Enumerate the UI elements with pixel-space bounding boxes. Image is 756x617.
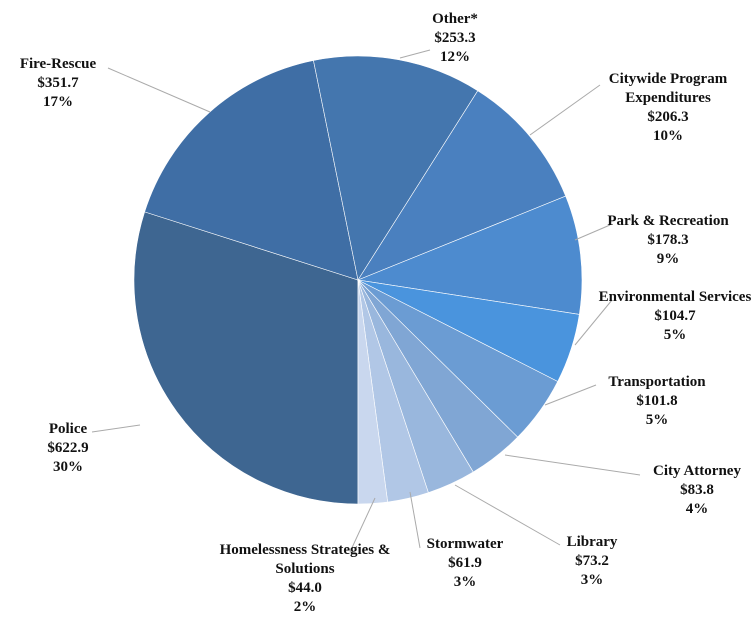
percent-label: 2% — [293, 599, 317, 615]
leader-line — [349, 497, 376, 553]
category-label: Fire-Rescue — [19, 56, 97, 72]
pie-slice — [313, 55, 479, 281]
category-label: City Attorney — [653, 463, 741, 479]
slice-label: Stormwater $61.9 3% — [375, 535, 555, 592]
percent-label: 30% — [53, 459, 83, 475]
slice-label: Citywide Program Expenditures $206.3 10% — [578, 70, 756, 146]
leader-line — [529, 84, 601, 136]
percent-label: 4% — [685, 501, 709, 517]
category-label: Transportation — [608, 374, 706, 390]
value-label: $73.2 — [575, 553, 609, 569]
slice-label: Park & Recreation $178.3 9% — [578, 212, 756, 269]
percent-label: 17% — [43, 94, 73, 110]
leader-line — [91, 424, 141, 433]
value-label: $178.3 — [647, 232, 689, 248]
leader-line — [544, 384, 597, 406]
leader-line — [409, 491, 421, 549]
leader-line — [504, 454, 641, 476]
category-label: Police — [48, 421, 88, 437]
slice-label: Fire-Rescue $351.7 17% — [0, 55, 148, 112]
value-label: $206.3 — [647, 109, 689, 125]
slice-label: City Attorney $83.8 4% — [607, 462, 756, 519]
value-label: $622.9 — [47, 440, 89, 456]
percent-label: 9% — [656, 251, 680, 267]
slice-label: Library $73.2 3% — [502, 533, 682, 590]
category-label: Citywide Program Expenditures — [608, 71, 728, 106]
pie-slice — [356, 195, 583, 315]
value-label: $101.8 — [636, 393, 678, 409]
slice-label: Homelessness Strategies & Solutions $44.0… — [219, 541, 391, 617]
leader-line — [454, 484, 561, 546]
percent-label: 10% — [653, 128, 683, 144]
category-label: Park & Recreation — [607, 213, 729, 229]
category-label: Homelessness Strategies & Solutions — [219, 542, 391, 577]
leader-line — [574, 224, 611, 241]
pie-slice — [144, 60, 359, 281]
category-label: Stormwater — [426, 536, 504, 552]
category-label: Other* — [432, 11, 478, 27]
value-label: $104.7 — [654, 308, 696, 324]
leader-line — [107, 67, 211, 113]
percent-label: 3% — [580, 572, 604, 588]
slice-label: Environmental Services $104.7 5% — [585, 288, 756, 345]
slice-label: Transportation $101.8 5% — [567, 373, 747, 430]
value-label: $253.3 — [434, 30, 476, 46]
value-label: $351.7 — [37, 75, 79, 91]
pie-slice — [133, 211, 359, 505]
value-label: $44.0 — [288, 580, 322, 596]
slice-label: Other* $253.3 12% — [365, 10, 545, 67]
leader-line — [574, 299, 613, 346]
slice-label: Police $622.9 30% — [0, 420, 158, 477]
value-label: $61.9 — [448, 555, 482, 571]
percent-label: 5% — [645, 412, 669, 428]
leader-line — [399, 49, 431, 59]
pie-slice — [357, 90, 567, 281]
percent-label: 12% — [440, 49, 470, 65]
value-label: $83.8 — [680, 482, 714, 498]
category-label: Library — [566, 534, 618, 550]
category-label: Environmental Services — [598, 289, 752, 305]
percent-label: 5% — [663, 327, 687, 343]
percent-label: 3% — [453, 574, 477, 590]
